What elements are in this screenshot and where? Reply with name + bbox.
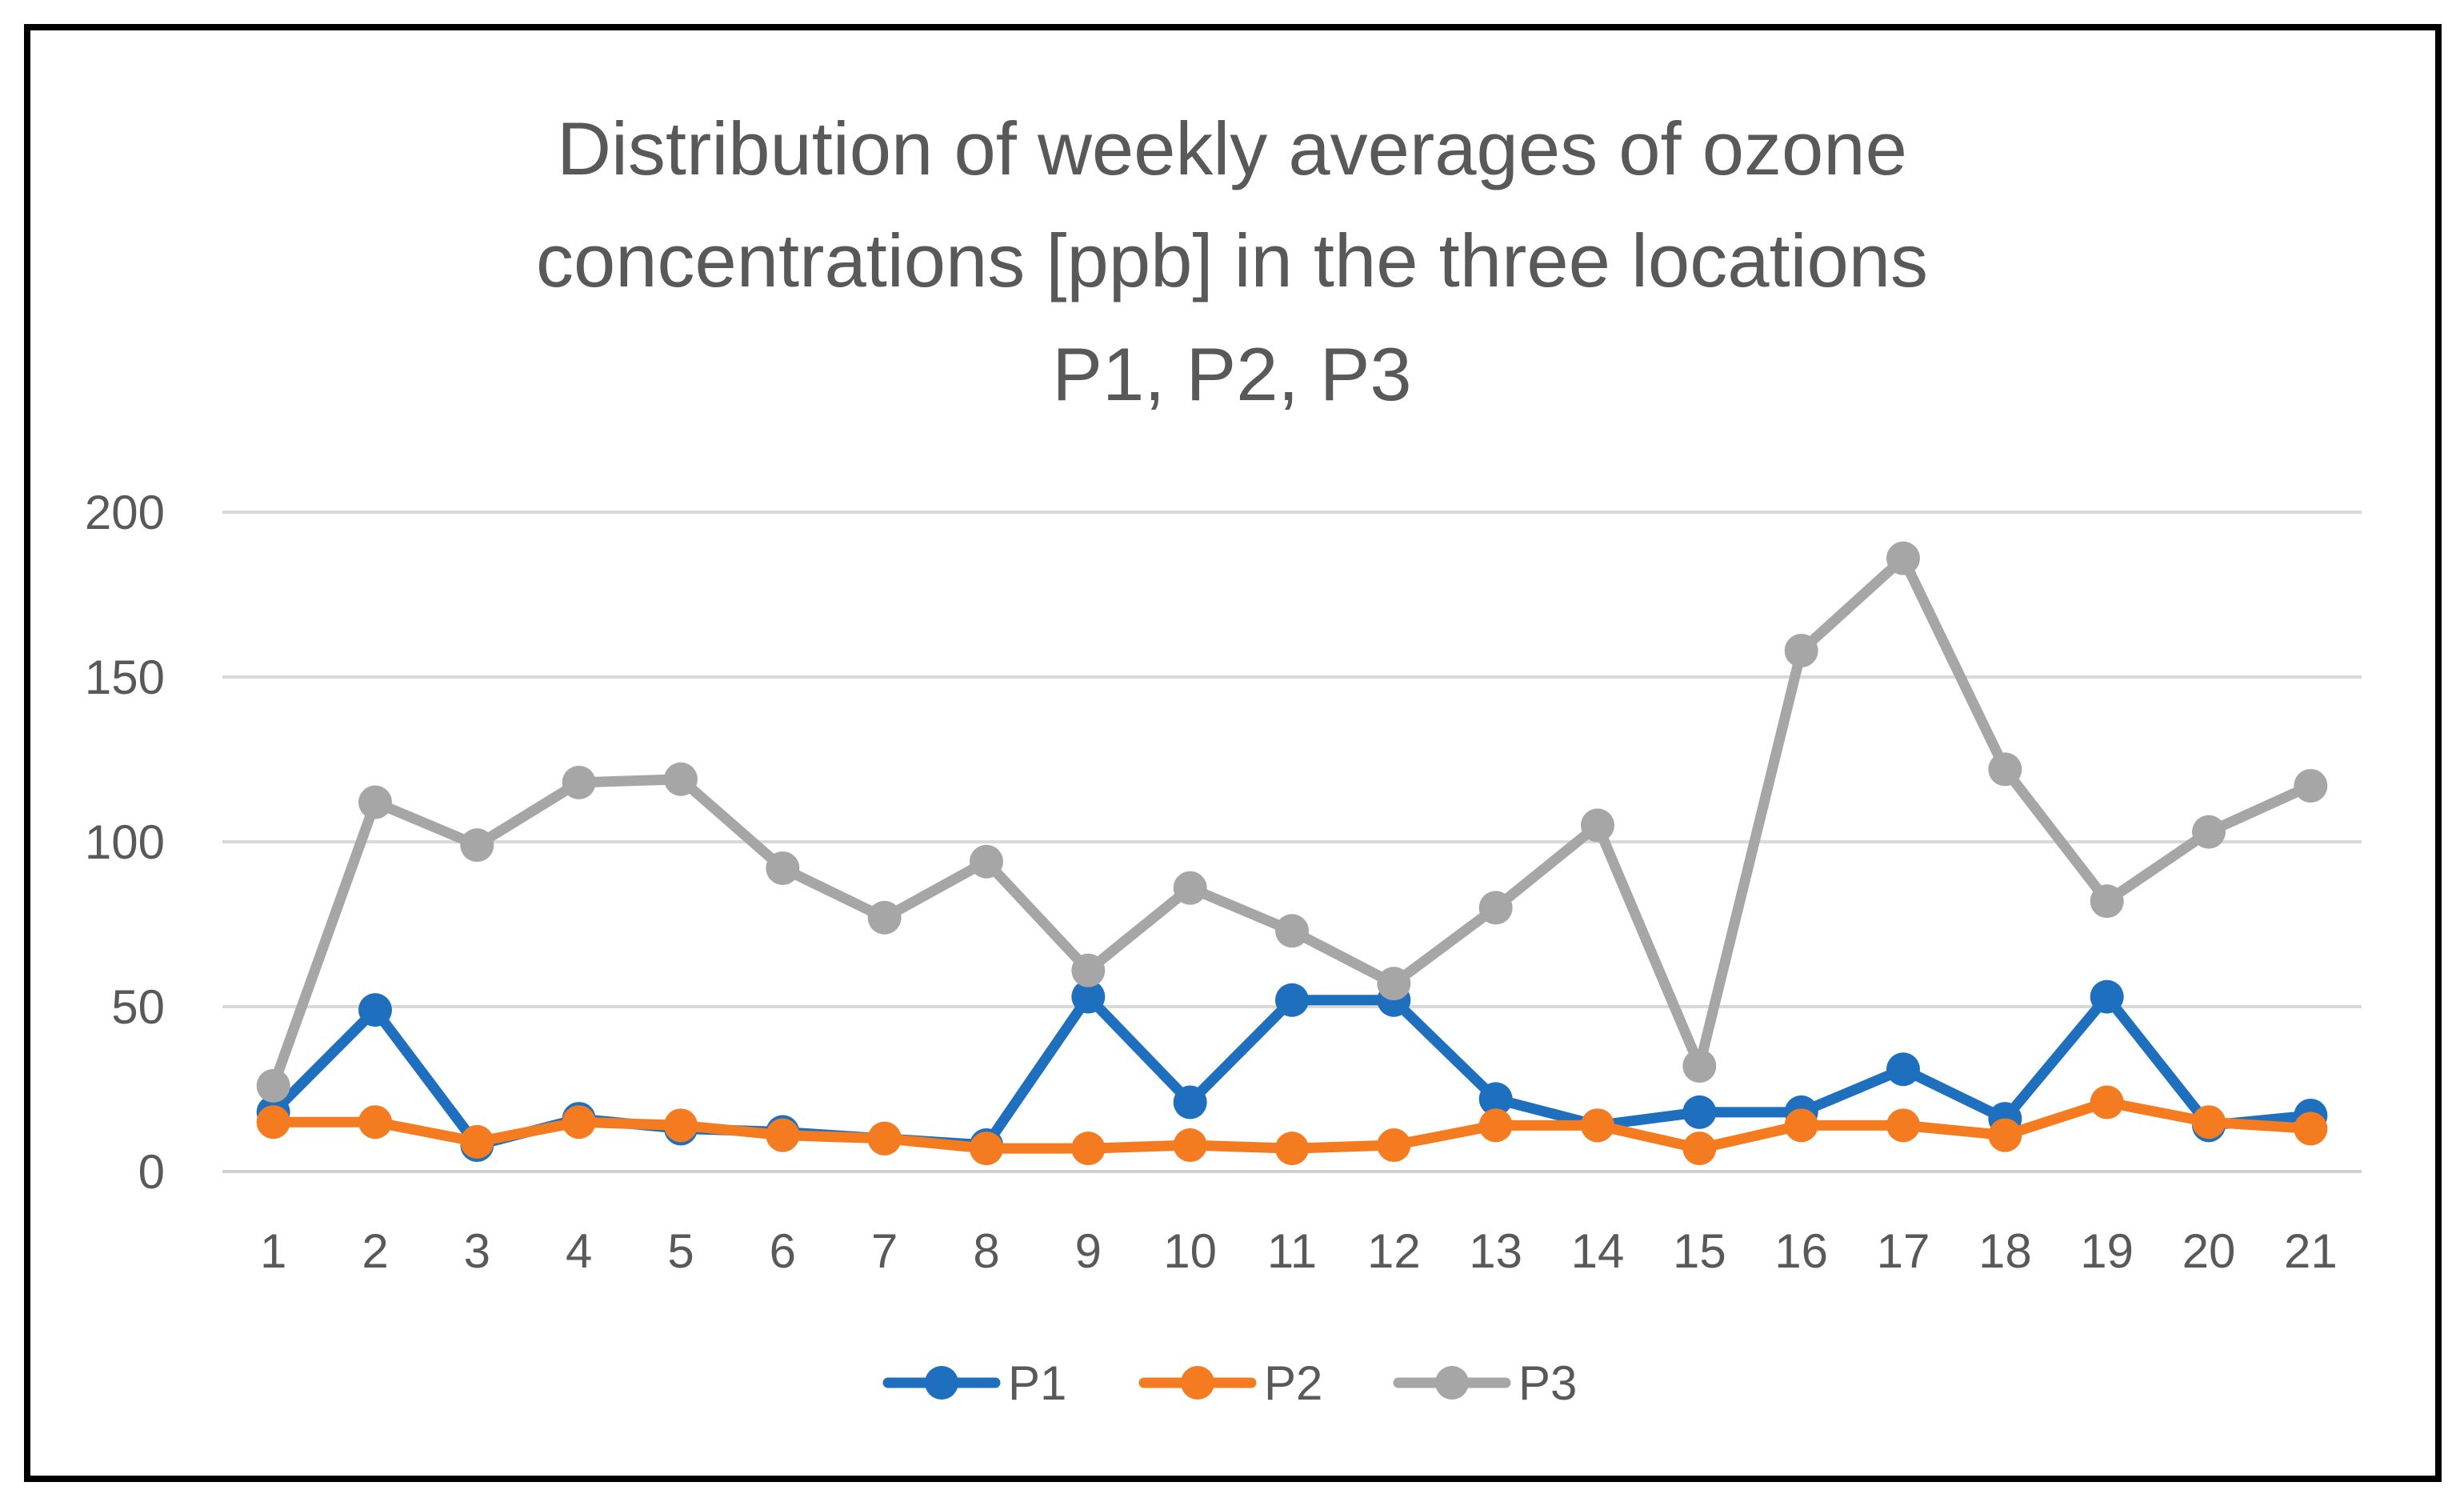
data-point-p3 <box>970 844 1003 879</box>
x-tick-label: 9 <box>1075 1224 1102 1278</box>
data-point-p2 <box>1173 1128 1207 1163</box>
data-point-p2 <box>1275 1132 1309 1166</box>
data-point-p3 <box>1173 871 1207 905</box>
data-point-p1 <box>1478 1082 1513 1116</box>
data-point-p3 <box>664 762 698 796</box>
data-point-p2 <box>358 1105 392 1140</box>
x-tick-label: 11 <box>1267 1224 1317 1278</box>
x-tick-label: 3 <box>464 1224 490 1278</box>
x-tick-label: 2 <box>362 1224 388 1278</box>
x-tick-label: 19 <box>2080 1224 2134 1278</box>
data-point-p2 <box>2090 1085 2124 1119</box>
legend-label: P2 <box>1264 1356 1322 1410</box>
x-tick-label: 7 <box>871 1224 898 1278</box>
data-point-p2 <box>1071 1132 1106 1166</box>
data-point-p1 <box>2090 979 2124 1014</box>
data-point-p2 <box>1377 1128 1411 1163</box>
x-tick-label: 13 <box>1469 1224 1522 1278</box>
x-tick-label: 8 <box>973 1224 999 1278</box>
series-p3 <box>256 541 2328 1103</box>
legend-marker <box>1181 1366 1214 1400</box>
y-tick-label: 200 <box>85 486 165 539</box>
data-point-p3 <box>2294 768 2328 803</box>
data-point-p2 <box>970 1132 1003 1166</box>
data-point-p3 <box>2192 815 2226 849</box>
y-tick-label: 150 <box>85 651 165 704</box>
data-point-p3 <box>1784 634 1818 668</box>
data-point-p1 <box>358 993 392 1027</box>
x-tick-label: 15 <box>1673 1224 1726 1278</box>
data-point-p3 <box>358 785 392 819</box>
data-point-p2 <box>1988 1118 2022 1152</box>
data-point-p3 <box>1275 914 1309 948</box>
data-point-p2 <box>460 1124 494 1159</box>
data-point-p3 <box>1071 953 1106 987</box>
x-tick-label: 20 <box>2182 1224 2236 1278</box>
data-point-p2 <box>1886 1108 1920 1143</box>
x-tick-label: 4 <box>566 1224 592 1278</box>
chart-frame <box>24 24 2442 1482</box>
data-point-p2 <box>1682 1132 1717 1166</box>
data-point-p3 <box>867 900 902 935</box>
y-tick-label: 100 <box>85 815 165 869</box>
plot-area <box>256 541 2328 1166</box>
x-tick-label: 10 <box>1163 1224 1217 1278</box>
data-point-p2 <box>562 1105 596 1140</box>
data-point-p1 <box>1275 983 1309 1017</box>
data-point-p2 <box>766 1118 800 1152</box>
chart-title-line-2: concentrations [ppb] in the three locati… <box>536 218 1928 302</box>
data-point-p3 <box>1886 541 1920 575</box>
data-point-p3 <box>1682 1049 1717 1083</box>
x-tick-label: 12 <box>1367 1224 1421 1278</box>
data-point-p1 <box>1682 1095 1717 1129</box>
legend-item-p2: P2 <box>1138 1356 1322 1410</box>
x-tick-label: 14 <box>1571 1224 1625 1278</box>
data-point-p2 <box>256 1105 290 1140</box>
y-axis: 0 50 100 150 200 <box>85 486 165 1199</box>
data-point-p3 <box>256 1068 290 1103</box>
data-point-p2 <box>2294 1111 2328 1146</box>
chart-title: Distribution of weekly averages of ozone… <box>536 106 1928 416</box>
x-tick-label: 17 <box>1877 1224 1930 1278</box>
data-point-p2 <box>1784 1108 1818 1143</box>
data-point-p3 <box>1478 891 1513 925</box>
legend: P1 P2 P3 <box>882 1356 1577 1410</box>
legend-label: P3 <box>1518 1356 1577 1410</box>
data-point-p1 <box>1071 979 1106 1014</box>
data-point-p2 <box>1581 1108 1614 1143</box>
data-point-p2 <box>1478 1108 1513 1143</box>
x-tick-label: 18 <box>1978 1224 2032 1278</box>
x-axis: 1 2 3 4 5 6 7 8 9 10 11 12 13 14 15 16 17 18 19 20 21 <box>260 1224 2338 1278</box>
data-point-p3 <box>1988 752 2022 787</box>
series-p2 <box>256 1085 2328 1166</box>
data-point-p3 <box>766 851 800 885</box>
legend-marker <box>925 1366 958 1400</box>
data-point-p3 <box>1377 967 1411 1001</box>
data-point-p2 <box>2192 1105 2226 1140</box>
x-tick-label: 6 <box>770 1224 796 1278</box>
data-point-p3 <box>2090 884 2124 919</box>
y-tick-label: 0 <box>138 1145 165 1199</box>
data-point-p2 <box>664 1108 698 1143</box>
x-tick-label: 21 <box>2284 1224 2338 1278</box>
x-tick-label: 16 <box>1774 1224 1828 1278</box>
legend-label: P1 <box>1008 1356 1066 1410</box>
legend-marker <box>1435 1366 1469 1400</box>
y-tick-label: 50 <box>111 980 165 1034</box>
legend-item-p3: P3 <box>1393 1356 1577 1410</box>
data-point-p1 <box>1886 1052 1920 1087</box>
data-point-p2 <box>867 1121 902 1156</box>
data-point-p3 <box>1581 808 1614 843</box>
chart-title-line-1: Distribution of weekly averages of ozone <box>557 106 1907 190</box>
data-point-p3 <box>460 828 494 863</box>
data-point-p1 <box>1173 1085 1207 1119</box>
data-point-p3 <box>562 765 596 799</box>
legend-item-p1: P1 <box>882 1356 1066 1410</box>
x-tick-label: 5 <box>667 1224 694 1278</box>
chart-title-line-3: P1, P2, P3 <box>1052 332 1411 416</box>
x-tick-label: 1 <box>260 1224 286 1278</box>
